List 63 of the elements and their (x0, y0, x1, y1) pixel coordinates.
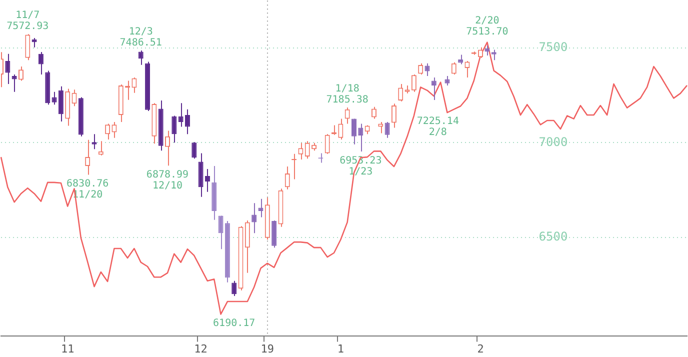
candlestick (198, 152, 204, 198)
candlestick (304, 140, 310, 160)
candlestick (18, 66, 24, 82)
x-tick-label: 12 (194, 342, 208, 356)
candlestick (391, 103, 396, 128)
candlestick (72, 89, 77, 107)
candlestick (132, 77, 137, 94)
annotation: 2/20 7513.70 (466, 15, 508, 38)
candlestick (451, 62, 456, 75)
candlestick (192, 142, 197, 160)
annotation: 6190.17 (213, 318, 256, 330)
annotation: 7225.14 2/8 (416, 116, 459, 138)
candlestick (204, 168, 210, 192)
annotation: 1/18 7185.38 (326, 84, 368, 106)
candlestick (378, 122, 384, 134)
candlestick (431, 77, 436, 101)
candlestick (384, 122, 390, 138)
candlestick (218, 215, 224, 250)
candlestick (98, 140, 104, 156)
y-tick-label: 7000 (538, 134, 568, 149)
candlestick (165, 130, 170, 166)
candlestick (112, 122, 117, 138)
candlestick (398, 83, 404, 102)
candlestick (184, 108, 190, 135)
candlestick (464, 60, 470, 78)
candlestick (411, 74, 416, 92)
candlestick (138, 50, 144, 66)
candlestick (324, 134, 330, 154)
candlestick (5, 53, 10, 84)
candlestick (444, 76, 450, 86)
candlestick (491, 49, 496, 61)
annotation: 6878.99 12/10 (146, 170, 189, 192)
x-tick-label: 1 (337, 342, 344, 356)
candlestick (344, 107, 350, 124)
candlestick (232, 280, 237, 297)
candlestick (172, 115, 177, 144)
candlestick (351, 118, 356, 145)
candlestick (105, 123, 110, 140)
x-tick-label: 2 (477, 342, 484, 356)
candlestick (58, 86, 64, 122)
candlestick (358, 123, 364, 152)
candlestick (52, 91, 57, 106)
y-tick-label: 6500 (538, 229, 568, 244)
candlestick (298, 142, 304, 160)
candlestick (272, 220, 277, 248)
candlestick (284, 166, 290, 190)
candlestick (38, 51, 44, 75)
candlestick (338, 118, 344, 140)
candlestick (85, 139, 90, 176)
candlestick (92, 134, 97, 150)
annotation: 11/7 7572.93 (6, 10, 49, 32)
candlestick (418, 62, 424, 75)
candlestick (25, 34, 30, 61)
candlestick (424, 62, 430, 77)
candlestick (458, 54, 464, 65)
x-tick-label: 19 (260, 342, 274, 356)
x-tick-label: 11 (60, 342, 74, 356)
candlestick (252, 202, 257, 234)
annotation: 12/3 7486.51 (120, 26, 162, 49)
y-tick-label: 7500 (538, 40, 568, 54)
candlestick (178, 102, 184, 128)
candlestick (244, 220, 250, 274)
candlestick (371, 106, 376, 120)
